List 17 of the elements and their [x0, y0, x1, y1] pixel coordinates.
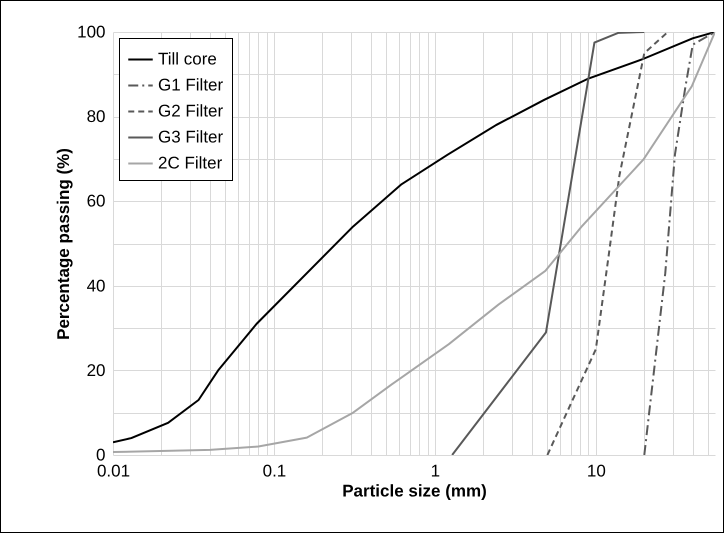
- y-tick-label: 60: [86, 192, 106, 211]
- x-tick-label: 0.1: [262, 462, 286, 480]
- y-tick-label: 100: [77, 22, 106, 42]
- x-tick-label: 0.01: [96, 462, 130, 480]
- x-tick-label: 10: [586, 462, 606, 480]
- legend-label: 2C Filter: [158, 154, 223, 172]
- y-tick-label: 40: [86, 276, 106, 296]
- y-tick-label: 0: [96, 446, 106, 464]
- x-axis-title: Particle size (mm): [342, 482, 487, 500]
- legend-label: G1 Filter: [158, 76, 224, 94]
- y-tick-label: 20: [86, 360, 106, 380]
- legend-label: G3 Filter: [158, 128, 224, 146]
- legend-label: Till core: [158, 50, 217, 68]
- y-tick-label: 80: [86, 107, 106, 126]
- x-tick-label: 1: [430, 462, 440, 480]
- y-axis-title: Percentage passing (%): [54, 148, 74, 340]
- legend-label: G2 Filter: [158, 102, 224, 120]
